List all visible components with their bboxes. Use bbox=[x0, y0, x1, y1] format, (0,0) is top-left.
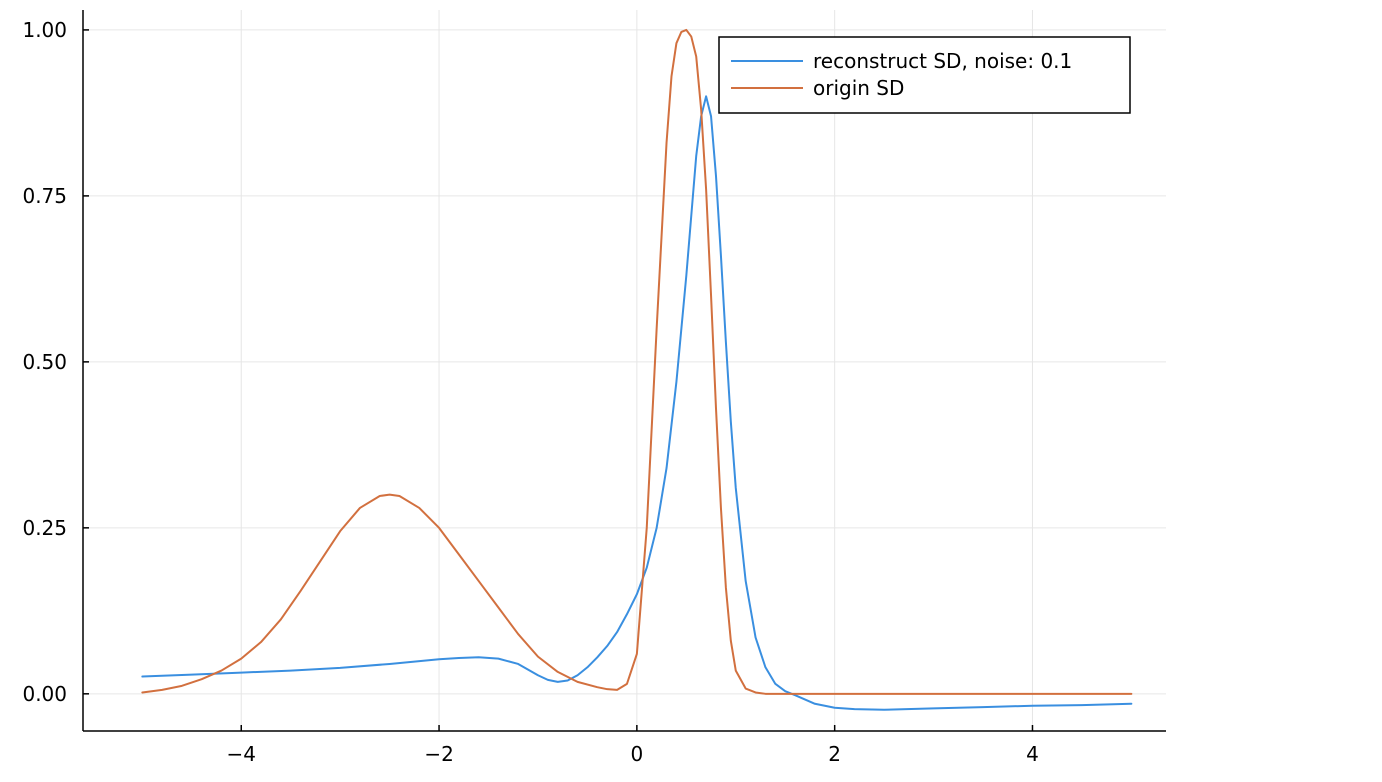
legend-label-reconstruct: reconstruct SD, noise: 0.1 bbox=[813, 49, 1072, 73]
tick-labels: −4 −2 0 2 4 0.00 0.25 0.50 0.75 1.00 bbox=[22, 18, 1038, 766]
legend: reconstruct SD, noise: 0.1 origin SD bbox=[718, 36, 1131, 114]
grid bbox=[83, 10, 1166, 731]
x-tick-label: 2 bbox=[828, 742, 841, 766]
x-tick-label: −2 bbox=[424, 742, 453, 766]
series-line-reconstruct bbox=[141, 95, 1133, 711]
y-tick-label: 0.75 bbox=[22, 184, 67, 208]
y-tick-label: 0.00 bbox=[22, 682, 67, 706]
y-tick-label: 1.00 bbox=[22, 18, 67, 42]
x-tick-label: −4 bbox=[227, 742, 256, 766]
legend-label-origin: origin SD bbox=[813, 76, 904, 100]
x-tick-label: 0 bbox=[630, 742, 643, 766]
y-tick-label: 0.50 bbox=[22, 350, 67, 374]
legend-box bbox=[718, 36, 1131, 114]
series-layer bbox=[141, 28, 1133, 711]
axes bbox=[82, 10, 1166, 732]
y-tick-label: 0.25 bbox=[22, 516, 67, 540]
x-tick-label: 4 bbox=[1026, 742, 1039, 766]
series-line-origin bbox=[141, 28, 1133, 695]
